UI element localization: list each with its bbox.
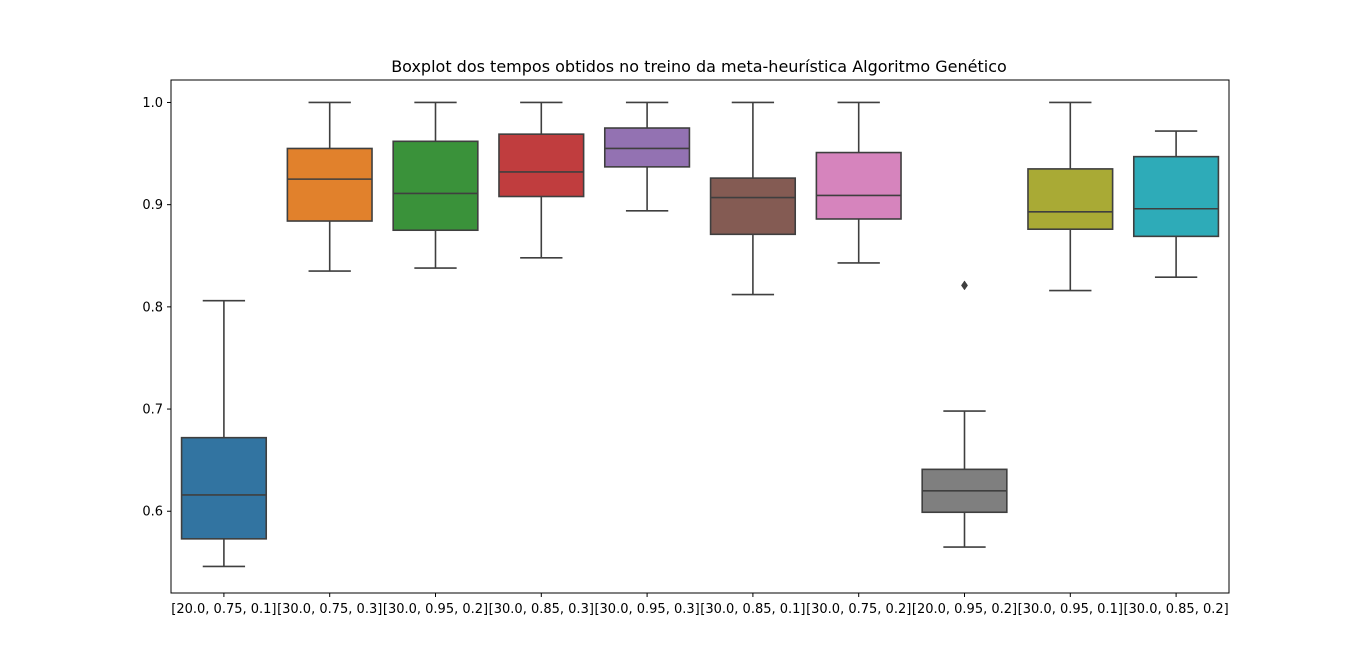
chart-title: Boxplot dos tempos obtidos no treino da … [391, 57, 1007, 76]
box-group [921, 280, 1008, 548]
box-group [1132, 130, 1220, 279]
box-group [709, 101, 797, 296]
x-tick-label: [30.0, 0.95, 0.1] [1018, 602, 1123, 617]
x-tick-label: [30.0, 0.95, 0.2] [383, 602, 488, 617]
y-tick-label: 0.9 [142, 198, 163, 213]
box [286, 147, 373, 222]
x-tick-label: [20.0, 0.75, 0.1] [171, 602, 276, 617]
plot-frame [170, 79, 1230, 594]
box [1132, 155, 1220, 238]
y-tick-label: 1.0 [142, 96, 163, 111]
plot-area [180, 101, 1220, 568]
x-tick-label: [20.0, 0.95, 0.2] [912, 602, 1017, 617]
x-axis: [20.0, 0.75, 0.1] [30.0, 0.75, 0.3] [30.0,… [171, 593, 1229, 617]
x-tick-label: [30.0, 0.85, 0.1] [700, 602, 805, 617]
box [709, 177, 797, 236]
box [1027, 168, 1114, 230]
y-tick-label: 0.7 [142, 403, 163, 418]
x-tick-label: [30.0, 0.85, 0.2] [1123, 602, 1228, 617]
box [603, 127, 691, 168]
box-group [180, 299, 268, 568]
box [180, 436, 268, 540]
x-tick-label: [30.0, 0.95, 0.3] [594, 602, 699, 617]
box-group [392, 101, 479, 269]
box-group [815, 101, 902, 264]
x-tick-label: [30.0, 0.75, 0.2] [806, 602, 911, 617]
box [815, 151, 902, 220]
box-group [1027, 101, 1114, 292]
box [498, 133, 585, 198]
y-tick-label: 0.6 [142, 505, 163, 520]
box-group [498, 101, 585, 259]
outlier-point [961, 280, 968, 291]
box-group [603, 101, 691, 212]
x-tick-label: [30.0, 0.75, 0.3] [277, 602, 382, 617]
box-group [286, 101, 373, 272]
y-axis: 0.6 0.7 0.8 0.9 1.0 [142, 96, 171, 520]
y-tick-label: 0.8 [142, 300, 163, 315]
box [392, 140, 479, 232]
x-tick-label: [30.0, 0.85, 0.3] [489, 602, 594, 617]
